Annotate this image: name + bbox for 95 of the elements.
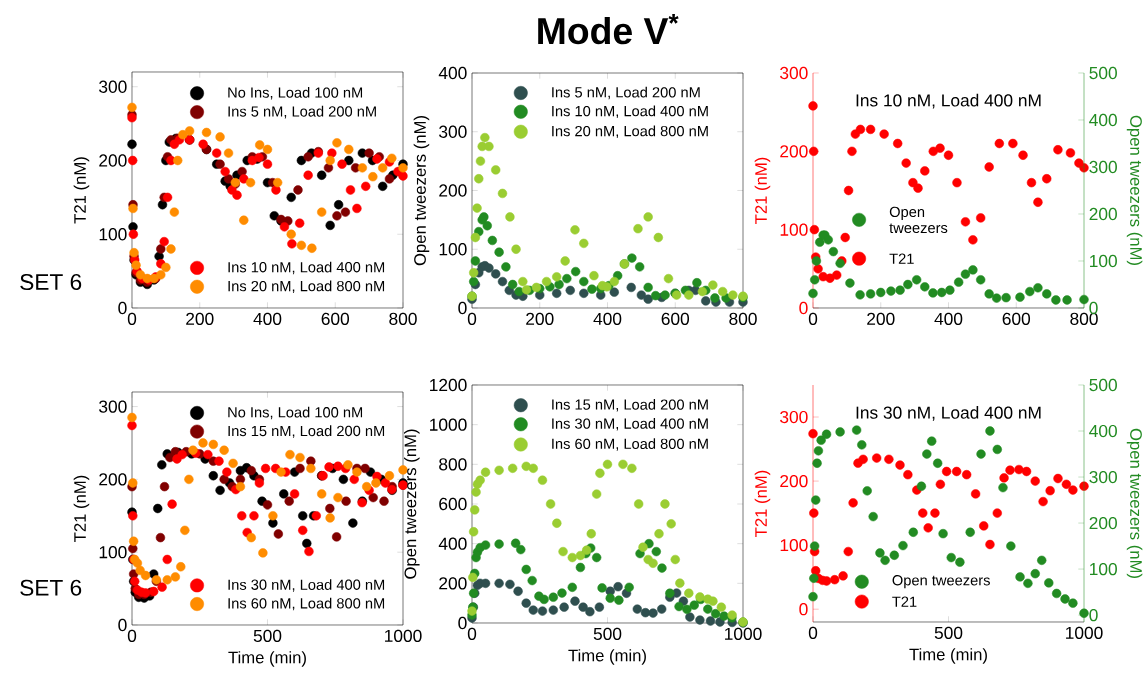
y-tick-label: 200	[439, 577, 467, 590]
x-tick-label: 400	[253, 312, 282, 325]
y-tick-label: 200	[99, 154, 127, 167]
x-tick-label: 0	[127, 629, 137, 642]
y-axis-title: Open tweezers (nM)	[404, 429, 420, 579]
legend-label: Ins 5 nM, Load 200 nM	[552, 86, 700, 100]
y2-tick-label: 100	[1090, 254, 1117, 268]
x-tick-label: 400	[593, 312, 622, 325]
x-tick-label: 200	[867, 312, 895, 325]
y-tick-label: 400	[438, 537, 467, 550]
text: SET 6	[20, 579, 82, 596]
x-tick-label: 0	[467, 627, 477, 640]
y-tick-label: 100	[780, 539, 808, 552]
legend-label: No Ins, Load 100 nM	[228, 86, 363, 100]
y2-axis-title: Open tweezers (nM)	[1126, 428, 1143, 578]
y-tick-label: 300	[99, 80, 127, 93]
legend-label: Ins 60 nM, Load 800 nM	[228, 597, 385, 611]
legend-label: Ins 5 nM, Load 200 nM	[228, 105, 376, 119]
annotation: Ins 30 nM, Load 400 nM	[856, 406, 1041, 421]
x-axis-title: Time (min)	[568, 649, 646, 665]
y-tick-label: 0	[118, 301, 127, 315]
x-tick-label: 0	[808, 312, 818, 325]
y2-tick-label: 400	[1089, 424, 1117, 438]
text: SET 6	[20, 274, 82, 291]
legend-label: Ins 60 nM, Load 800 nM	[552, 438, 708, 451]
y2-tick-label: 500	[1089, 378, 1117, 392]
y2-tick-label: 400	[1089, 113, 1117, 127]
y-tick-label: 200	[439, 184, 467, 197]
x-tick-label: 600	[321, 312, 350, 325]
x-tick-label: 600	[1002, 312, 1031, 325]
legend-label: Open tweezers	[889, 206, 948, 234]
y-tick-label: 200	[780, 145, 808, 158]
x-tick-label: 600	[661, 312, 690, 325]
y-axis-title: T21 (nM)	[73, 475, 90, 542]
y2-tick-label: 300	[1089, 470, 1117, 484]
y-tick-label: 0	[458, 616, 467, 630]
y-axis-title: T21 (nM)	[754, 157, 771, 224]
y-tick-label: 200	[99, 473, 127, 486]
y-tick-label: 100	[99, 546, 127, 559]
annotation: Ins 10 nM, Load 400 nM	[856, 93, 1041, 109]
x-axis-title: Time (min)	[228, 651, 306, 667]
x-tick-label: 800	[389, 312, 417, 325]
x-tick-label: 500	[593, 627, 622, 640]
x-tick-label: 500	[934, 626, 963, 639]
legend-label: Ins 10 nM, Load 400 nM	[228, 261, 385, 275]
x-tick-label: 0	[467, 312, 477, 325]
legend-label: Open tweezers	[892, 575, 990, 589]
y-axis-title: Open tweezers (nM)	[413, 116, 430, 266]
x-tick-label: 200	[186, 312, 214, 325]
legend-label: Ins 30 nM, Load 400 nM	[552, 418, 708, 431]
y-tick-label: 100	[439, 243, 467, 256]
chart-title: Mode V$^{*}$	[538, 13, 679, 45]
legend-label: Ins 10 nM, Load 400 nM	[552, 105, 708, 119]
y-tick-label: 300	[439, 125, 467, 138]
y-axis-title: T21 (nM)	[73, 157, 90, 224]
y2-tick-label: 200	[1089, 207, 1117, 221]
legend-label: Ins 30 nM, Load 400 nM	[228, 579, 385, 592]
y-tick-label: 400	[438, 66, 467, 80]
y-tick-label: 0	[799, 301, 808, 315]
legend-label: Ins 20 nM, Load 800 nM	[552, 125, 708, 139]
y2-tick-label: 100	[1090, 562, 1117, 576]
y-tick-label: 0	[458, 301, 467, 315]
x-tick-label: 400	[934, 312, 963, 325]
legend-label: Ins 15 nM, Load 200 nM	[228, 425, 385, 438]
x-tick-label: 1000	[725, 627, 762, 640]
y-tick-label: 300	[99, 400, 127, 413]
y-tick-label: 300	[780, 410, 808, 424]
y2-tick-label: 300	[1089, 160, 1117, 174]
y-tick-label: 600	[439, 497, 467, 511]
x-axis-title: Time (min)	[909, 648, 987, 664]
y-tick-label: 200	[780, 474, 808, 488]
y-axis-title: T21 (nM)	[754, 470, 771, 537]
y2-tick-label: 200	[1089, 516, 1117, 530]
y-tick-label: 1000	[430, 418, 467, 431]
x-tick-label: 800	[729, 312, 757, 325]
x-tick-label: 0	[808, 626, 818, 639]
legend-label: T21	[892, 596, 917, 607]
legend-label: No Ins, Load 100 nM	[228, 406, 363, 420]
y-tick-label: 1200	[430, 378, 467, 392]
x-tick-label: 200	[526, 312, 554, 325]
legend-label: Ins 20 nM, Load 800 nM	[228, 280, 385, 294]
y-tick-label: 300	[780, 66, 808, 80]
y-tick-label: 0	[799, 603, 808, 616]
legend-label: T21	[889, 253, 914, 264]
y2-tick-label: 0	[1089, 608, 1098, 622]
y2-axis-title: Open tweezers (nM)	[1126, 115, 1143, 265]
y-tick-label: 100	[780, 223, 808, 236]
legend-label: Ins 15 nM, Load 200 nM	[552, 398, 708, 412]
y-tick-label: 100	[99, 228, 127, 241]
y2-tick-label: 500	[1089, 66, 1117, 80]
x-tick-label: 0	[127, 312, 137, 325]
x-tick-label: 1000	[1066, 626, 1103, 639]
y-tick-label: 800	[439, 458, 467, 471]
x-tick-label: 1000	[385, 629, 422, 642]
x-tick-label: 500	[253, 629, 282, 642]
